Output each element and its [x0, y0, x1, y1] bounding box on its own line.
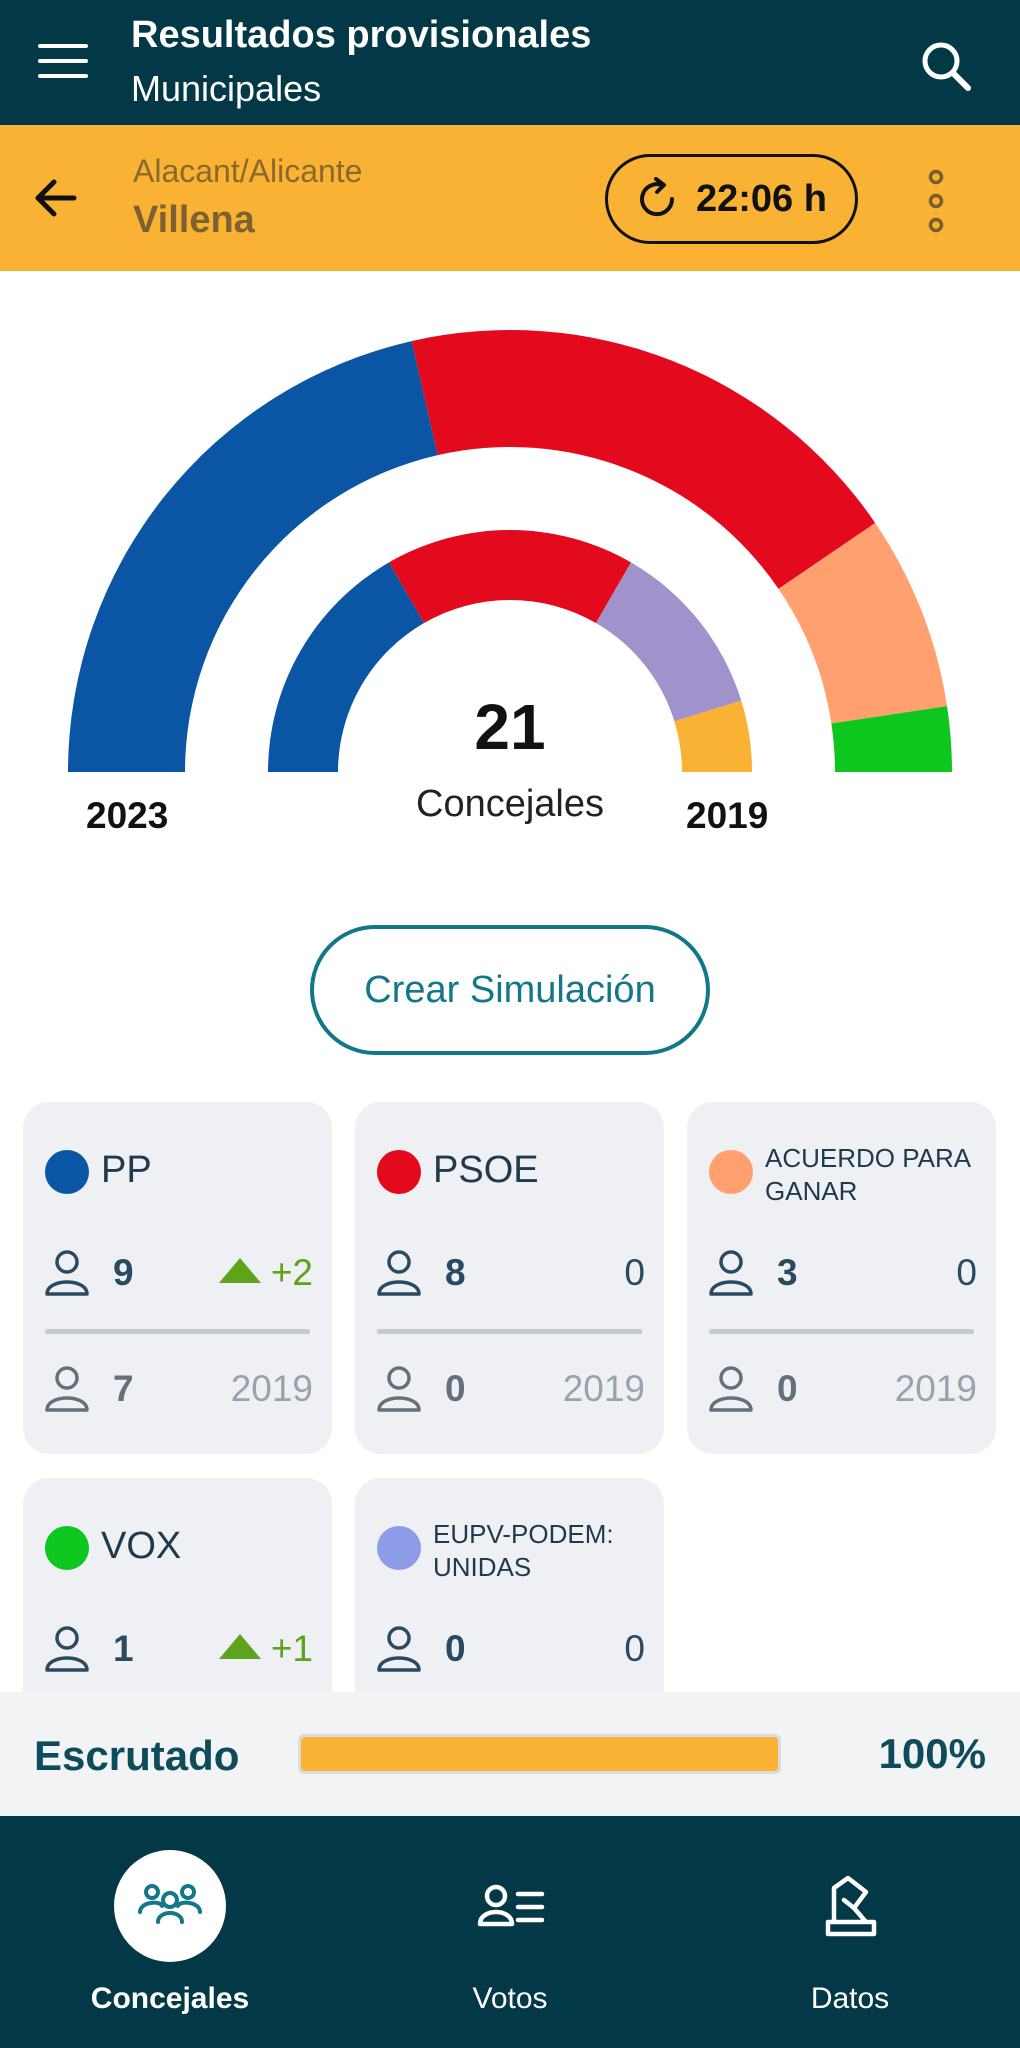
- previous-year: 2019: [562, 1368, 645, 1409]
- seats-count: 0: [445, 1628, 466, 1669]
- hemicycle-svg: [68, 330, 952, 772]
- seats-row-current: 1 +1: [43, 1618, 313, 1678]
- party-name: VOX: [101, 1525, 182, 1567]
- inner-2019-segment-2: [596, 562, 742, 722]
- seats-change: +1: [218, 1628, 313, 1670]
- seats-change: +2: [218, 1252, 313, 1294]
- party-card-acuerdo-para-ganar[interactable]: ACUERDO PARA GANAR 3 0 0 2019: [687, 1102, 996, 1454]
- nav-icon-wrap: [454, 1850, 566, 1962]
- seats-chart: [0, 300, 1020, 860]
- seats-row-current: 9 +2: [43, 1242, 313, 1302]
- nav-label: Votos: [472, 1982, 548, 2015]
- location-bar: Alacant/Alicante Villena 22:06 h: [0, 125, 1020, 271]
- party-color-dot: [709, 1150, 753, 1194]
- year-current-label: 2023: [86, 795, 169, 836]
- outer-2023-segment-0: [68, 341, 438, 772]
- nav-item-concejales[interactable]: Concejales: [0, 1816, 340, 2048]
- party-name: EUPV-PODEM: UNIDAS: [433, 1519, 614, 1582]
- search-icon[interactable]: [918, 38, 974, 94]
- seats-row-previous: 0 2019: [375, 1358, 645, 1418]
- person-icon: [709, 1366, 753, 1412]
- party-color-dot: [45, 1150, 89, 1194]
- seats-change: 0: [624, 1628, 645, 1669]
- divider: [377, 1329, 642, 1334]
- seats-row-current: 8 0: [375, 1242, 645, 1302]
- seats-row-previous: 0 2019: [707, 1358, 977, 1418]
- more-options-icon[interactable]: [924, 169, 948, 233]
- scrutiny-bar: Escrutado 100%: [0, 1692, 1020, 1816]
- update-time: 22:06 h: [696, 177, 827, 220]
- create-simulation-button[interactable]: Crear Simulación: [310, 925, 710, 1055]
- person-icon: [45, 1366, 89, 1412]
- seats-count: 8: [445, 1252, 466, 1293]
- group-icon: [138, 1884, 202, 1924]
- scrutiny-label: Escrutado: [34, 1732, 240, 1779]
- nav-label: Datos: [810, 1982, 890, 2015]
- seats-change: 0: [624, 1252, 645, 1293]
- divider: [709, 1329, 974, 1334]
- previous-seats-count: 0: [445, 1368, 466, 1409]
- previous-seats-count: 7: [113, 1368, 134, 1409]
- menu-icon[interactable]: [38, 44, 88, 80]
- seats-count: 9: [113, 1252, 134, 1293]
- person-icon: [377, 1626, 421, 1672]
- person-icon: [709, 1250, 753, 1296]
- total-seats: 21: [474, 691, 546, 763]
- seats-row-previous: 7 2019: [43, 1358, 313, 1418]
- scrutiny-progress-fill: [301, 1737, 778, 1771]
- previous-year: 2019: [230, 1368, 313, 1409]
- back-arrow-icon[interactable]: [30, 173, 80, 223]
- person-icon: [45, 1626, 89, 1672]
- nav-item-datos[interactable]: Datos: [680, 1816, 1020, 2048]
- party-card-vox[interactable]: VOX 1 +1: [23, 1478, 332, 1692]
- previous-seats-count: 0: [777, 1368, 798, 1409]
- previous-year: 2019: [894, 1368, 977, 1409]
- outer-2023-segment-3: [831, 706, 952, 772]
- inner-2019-segment-1: [389, 530, 631, 624]
- party-name: ACUERDO PARA GANAR: [765, 1143, 970, 1206]
- party-color-dot: [377, 1150, 421, 1194]
- party-name: PP: [101, 1149, 152, 1191]
- person-icon: [377, 1366, 421, 1412]
- party-color-dot: [377, 1526, 421, 1570]
- inner-2019-segment-0: [268, 562, 424, 772]
- refresh-button[interactable]: 22:06 h: [605, 154, 858, 244]
- seats-row-current: 3 0: [707, 1242, 977, 1302]
- party-card-pp[interactable]: PP 9 +2 7 2019: [23, 1102, 332, 1454]
- nav-label: Concejales: [90, 1982, 250, 2015]
- seats-row-current: 0 0: [375, 1618, 645, 1678]
- town-label: Villena: [133, 199, 255, 241]
- refresh-icon: [640, 177, 675, 217]
- party-color-dot: [45, 1526, 89, 1570]
- arrow-up-icon: [218, 1258, 261, 1283]
- party-card-eupv-podem[interactable]: EUPV-PODEM: UNIDAS 0 0: [355, 1478, 664, 1692]
- nav-item-votos[interactable]: Votos: [340, 1816, 680, 2048]
- ballot-box-icon: [825, 1875, 877, 1937]
- scrutiny-progress: [298, 1734, 781, 1774]
- seats-count: 3: [777, 1252, 798, 1293]
- page-title: Resultados provisionales: [131, 14, 592, 56]
- party-cards: PP 9 +2 7 2019 PSOE 8 0 0 2019 ACUERDO P…: [0, 1100, 1020, 1692]
- province-label: Alacant/Alicante: [133, 153, 363, 189]
- inner-2019-segment-3: [674, 700, 752, 772]
- divider: [45, 1329, 310, 1334]
- nav-icon-wrap: [794, 1850, 906, 1962]
- person-icon: [377, 1250, 421, 1296]
- nav-icon-wrap: [114, 1850, 226, 1962]
- app-bar: Resultados provisionales Municipales: [0, 0, 1020, 125]
- scrutiny-percent: 100%: [878, 1730, 986, 1777]
- person-icon: [45, 1250, 89, 1296]
- list-user-icon: [477, 1884, 545, 1927]
- outer-2023-segment-2: [778, 523, 948, 724]
- outer-2023-segment-1: [411, 330, 876, 589]
- year-previous-label: 2019: [686, 795, 769, 836]
- page-subtitle: Municipales: [131, 68, 322, 109]
- seats-change: 0: [956, 1252, 977, 1293]
- bottom-navigation: Concejales Votos Datos: [0, 1816, 1020, 2048]
- seats-count: 1: [113, 1628, 134, 1669]
- total-seats-label: Concejales: [416, 783, 604, 825]
- arrow-up-icon: [218, 1634, 261, 1659]
- party-card-psoe[interactable]: PSOE 8 0 0 2019: [355, 1102, 664, 1454]
- party-name: PSOE: [433, 1149, 539, 1191]
